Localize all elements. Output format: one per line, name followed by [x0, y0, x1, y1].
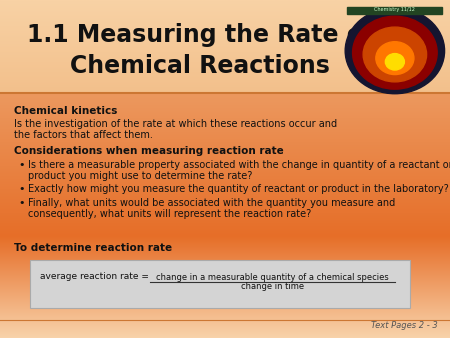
Text: change in time: change in time — [241, 282, 304, 291]
Text: •: • — [18, 198, 24, 208]
Text: Chemistry 11/12: Chemistry 11/12 — [374, 7, 415, 12]
Circle shape — [385, 54, 405, 70]
Circle shape — [353, 16, 437, 89]
Text: product you might use to determine the rate?: product you might use to determine the r… — [28, 171, 252, 181]
Text: Considerations when measuring reaction rate: Considerations when measuring reaction r… — [14, 146, 284, 156]
Text: •: • — [18, 160, 24, 170]
Text: average reaction rate =: average reaction rate = — [40, 272, 152, 281]
Text: Chemical kinetics: Chemical kinetics — [14, 106, 117, 116]
Bar — [347, 7, 442, 14]
Circle shape — [363, 27, 427, 82]
Text: the factors that affect them.: the factors that affect them. — [14, 130, 153, 140]
Text: Chemical Reactions: Chemical Reactions — [70, 54, 330, 78]
Text: change in a measurable quantity of a chemical species: change in a measurable quantity of a che… — [156, 273, 389, 282]
Bar — [30, 260, 410, 308]
Text: Is there a measurable property associated with the change in quantity of a react: Is there a measurable property associate… — [28, 160, 450, 170]
Circle shape — [345, 8, 445, 94]
Text: Text Pages 2 - 3: Text Pages 2 - 3 — [371, 321, 438, 330]
Circle shape — [376, 42, 414, 75]
Text: Is the investigation of the rate at which these reactions occur and: Is the investigation of the rate at whic… — [14, 119, 337, 129]
Text: Finally, what units would be associated with the quantity you measure and: Finally, what units would be associated … — [28, 198, 395, 208]
Text: Exactly how might you measure the quantity of reactant or product in the laborat: Exactly how might you measure the quanti… — [28, 184, 449, 194]
Text: 1.1 Measuring the Rate of: 1.1 Measuring the Rate of — [27, 23, 373, 47]
Text: To determine reaction rate: To determine reaction rate — [14, 243, 172, 253]
Text: consequently, what units will represent the reaction rate?: consequently, what units will represent … — [28, 209, 311, 219]
Text: •: • — [18, 184, 24, 194]
